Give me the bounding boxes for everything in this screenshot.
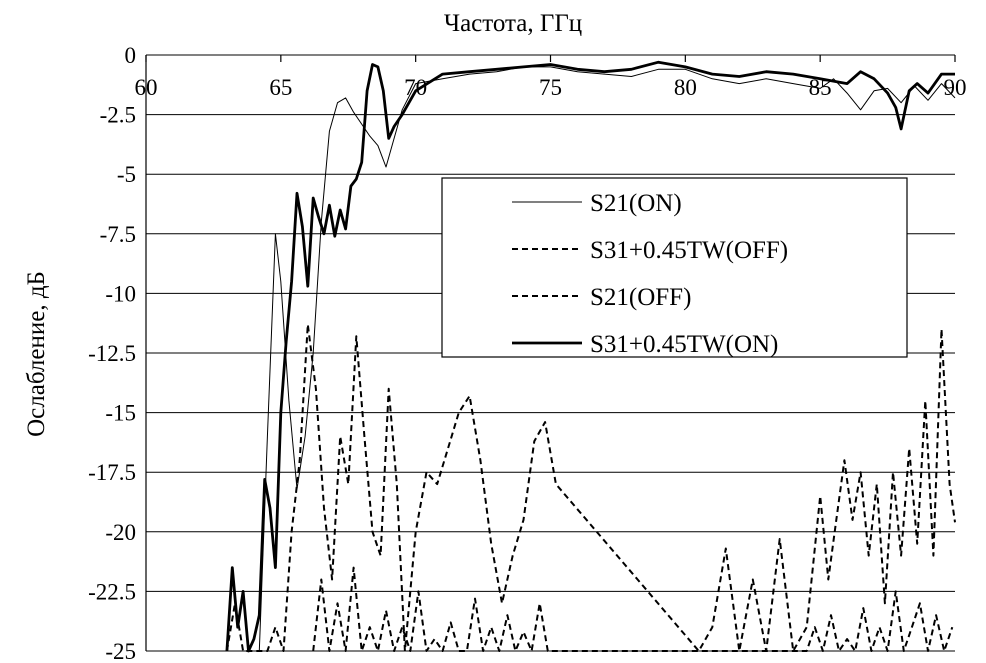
series-line-1 (258, 66, 956, 652)
legend-label: S31+0.45TW(OFF) (590, 237, 788, 264)
x-tick-label: 60 (135, 75, 158, 100)
legend-box (441, 177, 908, 358)
x-tick-label: 65 (269, 75, 292, 100)
y-tick-label: -7.5 (100, 222, 136, 247)
x-tick-label: 70 (404, 75, 427, 100)
y-tick-label: -17.5 (88, 460, 136, 485)
y-tick-label: -5 (117, 162, 136, 187)
legend: S21(ON) S31+0.45TW(OFF) S21(OFF) S31+0.45TW… (441, 177, 908, 358)
x-tick-label: 75 (539, 75, 562, 100)
x-tick-label: 85 (809, 75, 832, 100)
x-tick-label: 80 (674, 75, 697, 100)
axes: 0 -2.5 -5 -7.5 -10 -12.5 -15 -17.5 -20 -22.5 -25 60… (88, 43, 966, 663)
y-tick-label: -20 (105, 520, 136, 545)
grid (146, 54, 955, 652)
series-line-3 (312, 566, 954, 652)
x-axis-title: Частота, ГГц (444, 10, 582, 37)
y-tick-label: -2.5 (100, 103, 136, 128)
series-line-2 (225, 323, 956, 652)
legend-label: S21(OFF) (590, 284, 691, 311)
legend-label: S21(ON) (590, 190, 682, 217)
y-tick-label: -12.5 (88, 341, 136, 366)
series-layer (225, 60, 956, 653)
y-tick-label: -15 (105, 401, 136, 426)
x-tick-label: 90 (944, 75, 967, 100)
y-axis-title: Ослабление, дБ (23, 271, 50, 437)
y-tick-label: -10 (105, 281, 136, 306)
y-tick-label: -22.5 (88, 579, 136, 604)
y-tick-label: 0 (125, 43, 137, 68)
series-line-4 (225, 60, 955, 653)
y-tick-label: -25 (105, 639, 136, 663)
legend-label: S31+0.45TW(ON) (590, 331, 778, 358)
